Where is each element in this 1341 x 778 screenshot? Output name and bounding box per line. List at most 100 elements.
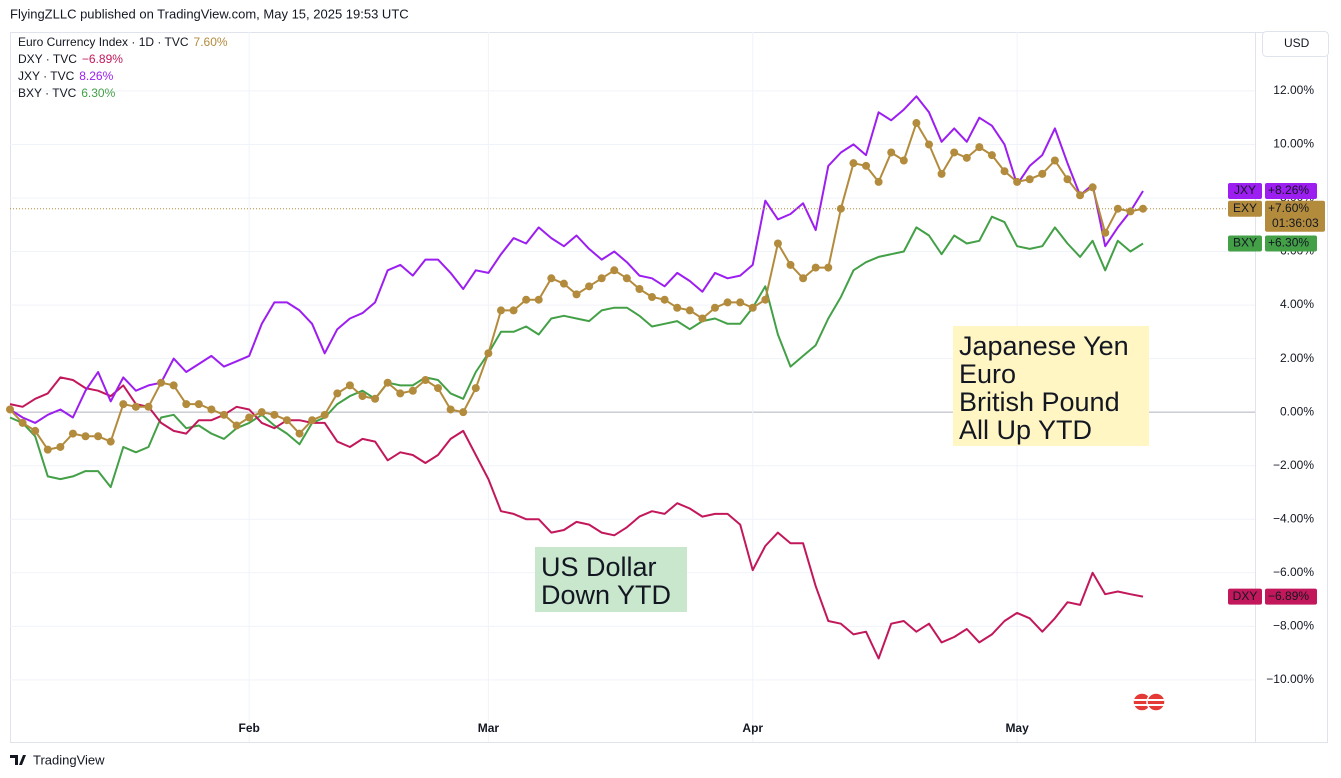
footer-brand: TradingView bbox=[33, 752, 105, 767]
annotation-text: British Pound bbox=[959, 387, 1120, 417]
series-point bbox=[874, 177, 883, 186]
series-point bbox=[408, 386, 417, 395]
series-point bbox=[736, 298, 745, 307]
series-point bbox=[68, 429, 77, 438]
tradingview-logo bbox=[10, 755, 26, 765]
series-point bbox=[207, 405, 216, 414]
series-point bbox=[962, 153, 971, 162]
legend-entry: Euro Currency Index · 1D · TVC 7.60% bbox=[18, 35, 228, 49]
series-point bbox=[975, 143, 984, 152]
series-point bbox=[924, 140, 933, 149]
series-point bbox=[1013, 177, 1022, 186]
series-point bbox=[559, 279, 568, 288]
series-point bbox=[710, 303, 719, 312]
series-point bbox=[1088, 183, 1097, 192]
series-point bbox=[459, 408, 468, 417]
price-badge-label: −6.89% bbox=[1268, 589, 1309, 603]
ticker-badge bbox=[1228, 183, 1262, 200]
ticker-label: DXY bbox=[1233, 589, 1258, 603]
series-point bbox=[786, 260, 795, 269]
y-tick-label: 2.00% bbox=[1280, 351, 1314, 365]
legend-value: 7.60% bbox=[194, 35, 228, 49]
series-point bbox=[333, 389, 342, 398]
series-point bbox=[81, 432, 90, 441]
legend-name: DXY · TVC bbox=[18, 52, 77, 66]
series-point bbox=[383, 378, 392, 387]
price-badge bbox=[1265, 588, 1317, 605]
series-point bbox=[345, 381, 354, 390]
series-point bbox=[987, 151, 996, 160]
series-point bbox=[610, 266, 619, 275]
series-point bbox=[836, 204, 845, 213]
currency-button[interactable] bbox=[1262, 31, 1329, 57]
series-point bbox=[1076, 191, 1085, 200]
series-point bbox=[534, 295, 543, 304]
series-point bbox=[773, 239, 782, 248]
legend-value: 6.30% bbox=[81, 86, 115, 100]
flags-icon bbox=[1132, 692, 1166, 712]
series-point bbox=[572, 290, 581, 299]
x-tick-label: Feb bbox=[239, 721, 260, 735]
chart-frame bbox=[10, 32, 1328, 743]
series-point bbox=[1101, 228, 1110, 237]
ticker-badge bbox=[1228, 588, 1262, 605]
series-point bbox=[648, 293, 657, 302]
series-point bbox=[18, 418, 27, 427]
series-point bbox=[799, 274, 808, 283]
series-point bbox=[849, 159, 858, 168]
price-badge-label: +7.60% bbox=[1268, 201, 1309, 215]
series-point bbox=[685, 306, 694, 315]
annotation-text: Japanese Yen bbox=[959, 331, 1129, 361]
legend-name: Euro Currency Index · 1D · TVC bbox=[18, 35, 189, 49]
price-badge-label: +8.26% bbox=[1268, 183, 1309, 197]
series-point bbox=[484, 349, 493, 358]
series-point bbox=[43, 445, 52, 454]
series-point bbox=[748, 303, 757, 312]
series-point bbox=[950, 148, 959, 157]
series-point bbox=[1126, 207, 1135, 216]
series-point bbox=[6, 405, 14, 414]
series-point bbox=[509, 306, 518, 315]
y-tick-label: −10.00% bbox=[1266, 672, 1314, 686]
series-point bbox=[547, 274, 556, 283]
legend-entry: BXY · TVC 6.30% bbox=[18, 86, 116, 100]
series-point bbox=[106, 437, 115, 446]
series-point bbox=[862, 161, 871, 170]
series-point bbox=[358, 392, 367, 401]
ticker-badge bbox=[1228, 200, 1262, 217]
series-point bbox=[56, 442, 65, 451]
series-point bbox=[496, 306, 505, 315]
series-point bbox=[169, 381, 178, 390]
series-point bbox=[635, 285, 644, 294]
series-point bbox=[434, 384, 443, 393]
annotation-text: Down YTD bbox=[541, 580, 671, 610]
y-tick-label: 4.00% bbox=[1280, 297, 1314, 311]
price-badge bbox=[1265, 235, 1317, 252]
series-point bbox=[270, 410, 279, 419]
series-point bbox=[31, 426, 40, 435]
x-tick-label: May bbox=[1005, 721, 1029, 735]
ticker-label: JXY bbox=[1234, 183, 1256, 197]
annotation-text: US Dollar bbox=[541, 552, 657, 582]
legend-name: JXY · TVC bbox=[18, 69, 75, 83]
series-point bbox=[1063, 175, 1072, 184]
series-point bbox=[622, 274, 631, 283]
price-badge-label: +6.30% bbox=[1268, 236, 1309, 250]
y-tick-label: 0.00% bbox=[1280, 404, 1314, 418]
y-tick-label: −2.00% bbox=[1273, 458, 1314, 472]
legend-value: 8.26% bbox=[79, 69, 113, 83]
ticker-label: EXY bbox=[1233, 201, 1257, 215]
series-point bbox=[937, 169, 946, 178]
annotation-text: Euro bbox=[959, 359, 1016, 389]
series-point bbox=[761, 295, 770, 304]
publish-header: FlyingZLLC published on TradingView.com,… bbox=[10, 6, 409, 21]
series-point bbox=[912, 119, 921, 128]
series-point bbox=[887, 148, 896, 157]
y-tick-label: 12.00% bbox=[1273, 83, 1314, 97]
y-tick-label: 10.00% bbox=[1273, 137, 1314, 151]
price-badge bbox=[1265, 200, 1325, 232]
legend-value: −6.89% bbox=[82, 52, 123, 66]
series-point bbox=[471, 384, 480, 393]
